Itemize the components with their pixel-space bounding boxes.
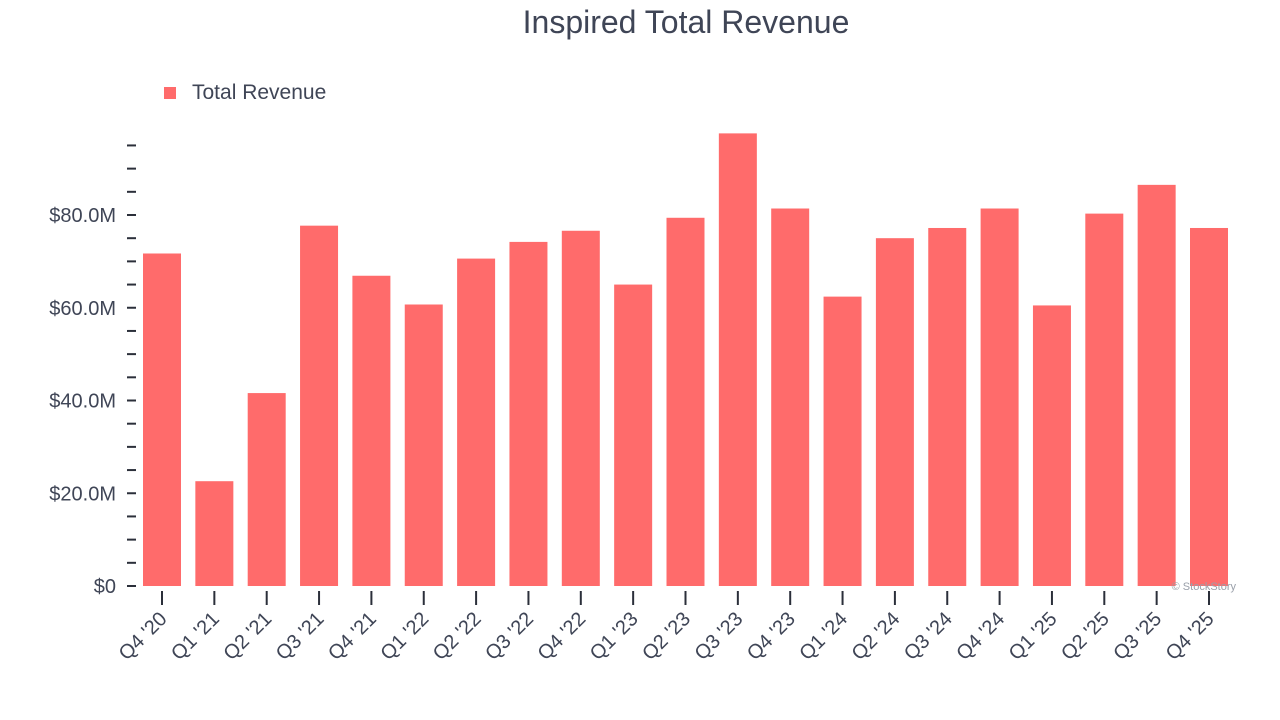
y-tick-label: $60.0M: [49, 298, 116, 320]
bar: [247, 393, 286, 586]
bar: [404, 304, 443, 586]
legend-swatch: [164, 87, 176, 99]
y-tick-label: $80.0M: [49, 205, 116, 227]
x-tick-label: Q4 '22: [534, 608, 591, 665]
bar: [614, 284, 653, 586]
x-tick-label: Q3 '21: [272, 608, 329, 665]
legend-label: Total Revenue: [192, 81, 326, 104]
x-tick-label: Q3 '23: [691, 608, 748, 665]
bar: [143, 253, 181, 586]
x-tick-label: Q1 '21: [167, 608, 224, 665]
x-tick-label: Q2 '24: [848, 608, 905, 665]
bar: [1137, 184, 1176, 586]
bar: [561, 230, 600, 586]
bar: [1190, 227, 1228, 587]
x-tick-label: Q2 '21: [219, 608, 276, 665]
bar: [823, 296, 862, 586]
bar: [509, 241, 548, 586]
y-tick-label: $0: [94, 576, 116, 598]
bar: [771, 208, 810, 586]
x-tick-label: Q3 '25: [1109, 608, 1166, 665]
bar: [666, 217, 705, 586]
x-tick-label: Q2 '25: [1057, 608, 1114, 665]
x-tick-label: Q4 '20: [115, 608, 172, 665]
x-tick-label: Q2 '23: [638, 608, 695, 665]
bar: [718, 133, 757, 586]
x-tick-label: Q1 '25: [1005, 608, 1062, 665]
x-tick-label: Q1 '22: [376, 608, 433, 665]
bar: [928, 227, 967, 587]
bar: [875, 238, 914, 586]
x-tick-label: Q4 '25: [1162, 608, 1219, 665]
bar: [195, 481, 234, 586]
x-tick-label: Q2 '22: [429, 608, 486, 665]
bar: [1085, 213, 1124, 586]
x-tick-label: Q4 '21: [324, 608, 381, 665]
bar: [1032, 305, 1071, 586]
bar: [300, 225, 339, 586]
x-tick-label: Q3 '22: [481, 608, 538, 665]
bar: [980, 208, 1019, 586]
y-tick-label: $20.0M: [49, 483, 116, 505]
chart-title: Inspired Total Revenue: [523, 4, 850, 40]
y-tick-label: $40.0M: [49, 391, 116, 413]
bar: [352, 275, 391, 586]
bars: [143, 133, 1228, 587]
x-tick-label: Q4 '23: [743, 608, 800, 665]
y-axis: $0 $20.0M $40.0M $60.0M $80.0M: [49, 144, 136, 598]
bar: [457, 258, 496, 586]
watermark: © StockStory: [1172, 581, 1237, 593]
x-tick-label: Q3 '24: [900, 608, 957, 665]
x-tick-label: Q1 '24: [795, 608, 852, 665]
x-tick-label: Q4 '24: [952, 608, 1009, 665]
x-tick-label: Q1 '23: [586, 608, 643, 665]
legend: Total Revenue: [164, 81, 326, 104]
